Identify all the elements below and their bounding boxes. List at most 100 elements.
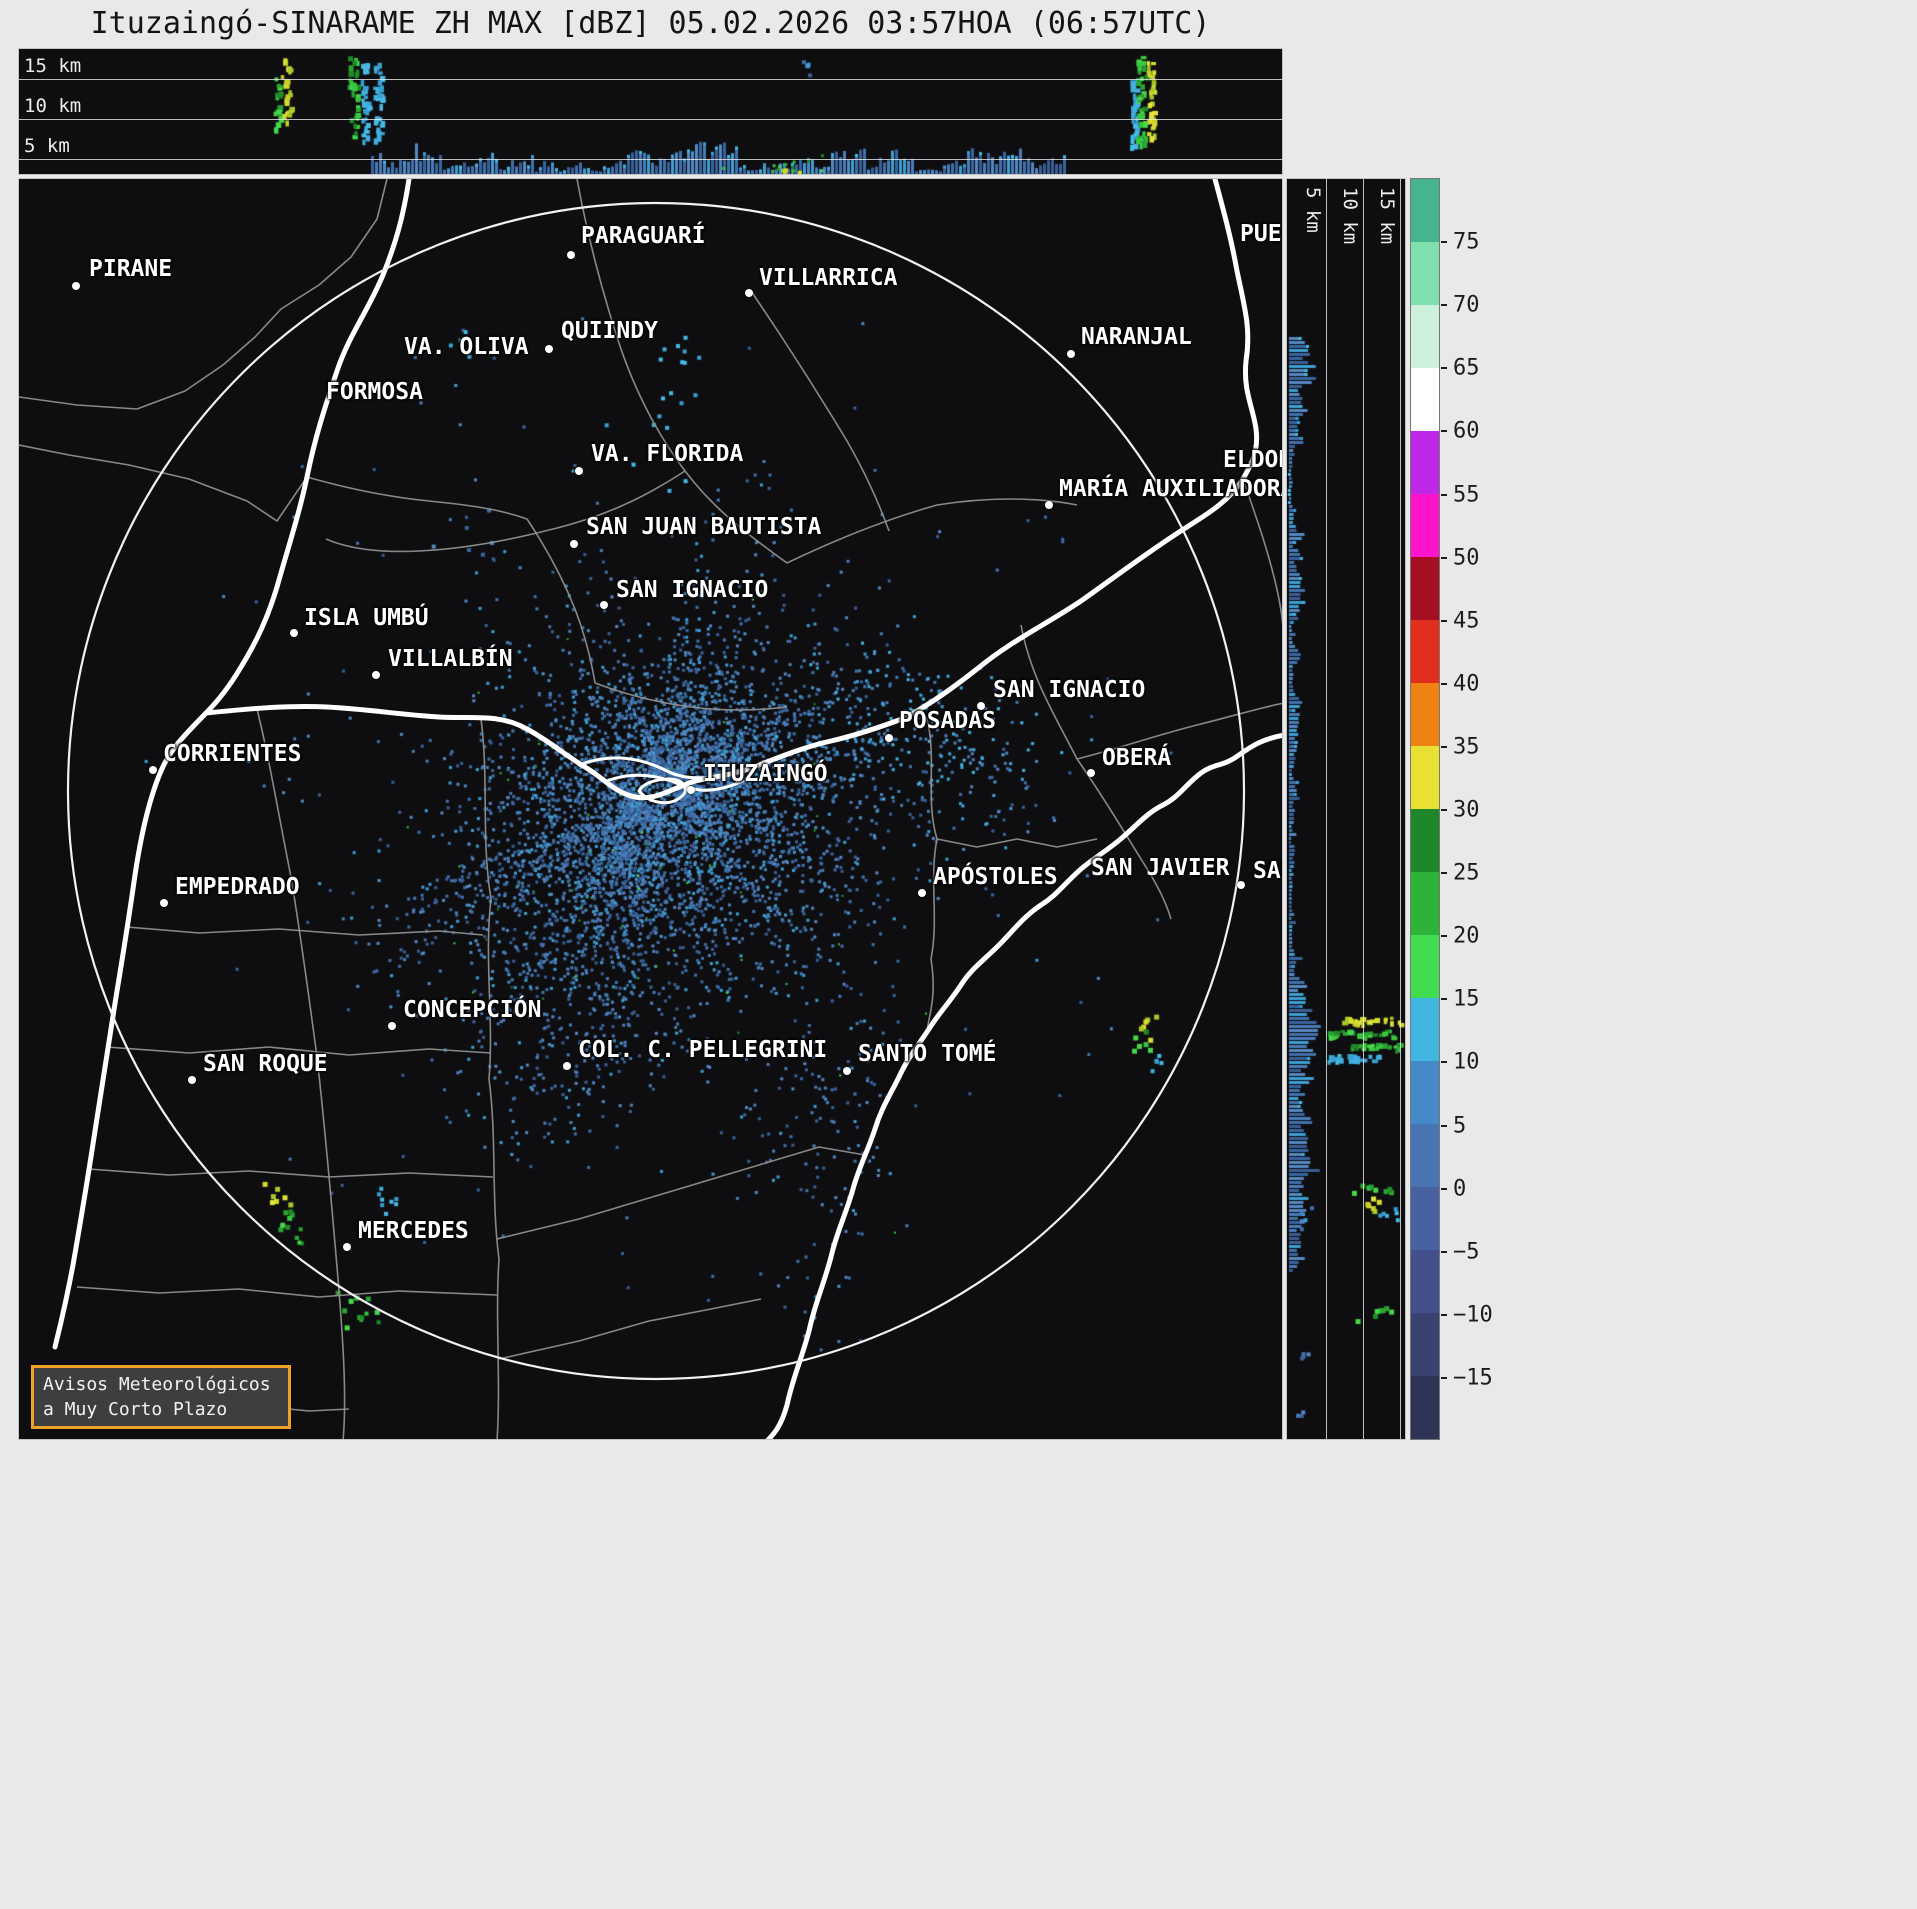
cross-section-right-panel: 5 km 10 km 15 km (1286, 178, 1406, 1440)
parana-braid-1 (577, 756, 747, 780)
city-label: APÓSTOLES (933, 864, 1058, 890)
height-axis-label: 5 km (24, 135, 70, 157)
colorbar-tick-label: 50 (1453, 545, 1480, 571)
parana-river (203, 179, 1260, 801)
colorbar-tick-label: 65 (1453, 355, 1480, 381)
colorbar-segment (1411, 179, 1439, 242)
colorbar-tick-label: 25 (1453, 860, 1480, 886)
city-dot (570, 540, 578, 548)
parana-braid-2 (605, 773, 745, 792)
city-label: OBERÁ (1102, 745, 1172, 771)
city-label: CORRIENTES (163, 741, 302, 767)
colorbar-tick-mark (1441, 745, 1447, 748)
colorbar-tick-label: 75 (1453, 229, 1480, 255)
radar-echo-canvas (19, 179, 1282, 1439)
city-label: FORMOSA (326, 379, 423, 405)
colorbar-segment (1411, 998, 1439, 1061)
city-dot (1067, 350, 1075, 358)
colorbar-tick-mark (1441, 1250, 1447, 1253)
city-label: MARÍA AUXILIADORA (1059, 476, 1283, 502)
cross-section-right-echoes (1287, 179, 1405, 1439)
colorbar-tick-mark (1441, 304, 1447, 307)
footer: Servicio Meteorológico Nacional Argentin… (0, 1440, 1917, 1909)
height-gridline (19, 79, 1282, 80)
warning-line-1: Avisos Meteorológicos (43, 1374, 271, 1395)
city-label: SANTO TOMÉ (858, 1041, 997, 1067)
colorbar-tick-mark (1441, 430, 1447, 433)
city-layer: PIRANE PARAGUARÍ VILLARRICA QUIINDY VA. OLIV… (19, 179, 1282, 1439)
city-label: QUIINDY (561, 318, 658, 344)
cross-section-top-echoes (19, 49, 1282, 174)
city-dot (745, 289, 753, 297)
height-axis-label: 15 km (1376, 187, 1398, 245)
city-label: EMPEDRADO (175, 874, 300, 900)
colorbar-tick-label: −10 (1453, 1302, 1493, 1328)
city-dot (885, 734, 893, 742)
city-dot (188, 1076, 196, 1084)
colorbar-segment (1411, 809, 1439, 872)
colorbar-tick-mark (1441, 367, 1447, 370)
city-label: ISLA UMBÚ (304, 605, 429, 631)
height-axis-label: 10 km (1339, 187, 1361, 245)
colorbar-tick-label: 0 (1453, 1176, 1467, 1202)
colorbar-tick-mark (1441, 1061, 1447, 1064)
city-label: POSADAS (899, 708, 996, 734)
colorbar-tick-mark (1441, 1187, 1447, 1190)
colorbar-tick-label: 30 (1453, 797, 1480, 823)
city-dot (1045, 501, 1053, 509)
city-dot (343, 1243, 351, 1251)
height-gridline (19, 159, 1282, 160)
height-gridline (19, 119, 1282, 120)
height-axis-label: 15 km (24, 55, 82, 77)
city-dot (575, 467, 583, 475)
colorbar-tick-label: 60 (1453, 418, 1480, 444)
city-label: ITUZAINGÓ (703, 761, 828, 787)
rivers (52, 179, 1282, 1439)
colorbar-segment (1411, 935, 1439, 998)
colorbar-segment (1411, 557, 1439, 620)
colorbar-segment (1411, 494, 1439, 557)
city-label: SAN IGNACIO (616, 577, 769, 603)
city-label: ELDOR (1223, 447, 1282, 473)
city-label: COL. C. PELLEGRINI (578, 1037, 828, 1063)
city-dot (977, 702, 985, 710)
city-label: VILLARRICA (759, 265, 898, 291)
city-dot (160, 899, 168, 907)
city-label: PARAGUARÍ (581, 223, 706, 249)
city-dot (567, 251, 575, 259)
colorbar-tick-mark (1441, 1313, 1447, 1316)
colorbar-segment (1411, 1187, 1439, 1250)
warning-banner: Avisos Meteorológicos a Muy Corto Plazo (31, 1365, 291, 1429)
colorbar-tick-mark (1441, 1124, 1447, 1127)
city-label: SAN IGNACIO (993, 677, 1146, 703)
colorbar-segment (1411, 1061, 1439, 1124)
colorbar-segments (1411, 179, 1439, 1439)
uruguay-river (765, 732, 1282, 1439)
cross-section-top-panel: 15 km 10 km 5 km (18, 48, 1283, 175)
parana-river-south (52, 710, 209, 1350)
colorbar-segment (1411, 1124, 1439, 1187)
city-label: MERCEDES (358, 1218, 469, 1244)
distance-gridline (1363, 179, 1364, 1439)
city-dot (372, 671, 380, 679)
city-label: VA. OLIVA (404, 334, 529, 360)
colorbar-tick-mark (1441, 241, 1447, 244)
colorbar-tick-label: 45 (1453, 608, 1480, 634)
height-axis-label: 10 km (24, 95, 82, 117)
city-dot (1087, 769, 1095, 777)
city-dot (149, 766, 157, 774)
colorbar-tick-label: 15 (1453, 986, 1480, 1012)
colorbar-tick-mark (1441, 935, 1447, 938)
city-label: PIRANE (89, 256, 173, 282)
city-dot (1237, 881, 1245, 889)
city-label: SAN JUAN BAUTISTA (586, 514, 822, 540)
city-label: SAN (1253, 858, 1282, 884)
radar-map-panel: PIRANE PARAGUARÍ VILLARRICA QUIINDY VA. OLIV… (18, 178, 1283, 1440)
product-title: Ituzaingó-SINARAME ZH MAX [dBZ] 05.02.20… (90, 6, 1211, 41)
colorbar-segment (1411, 872, 1439, 935)
colorbar-tick-label: 35 (1453, 734, 1480, 760)
warning-line-2: a Muy Corto Plazo (43, 1399, 228, 1420)
colorbar-tick-mark (1441, 872, 1447, 875)
city-dot (600, 601, 608, 609)
